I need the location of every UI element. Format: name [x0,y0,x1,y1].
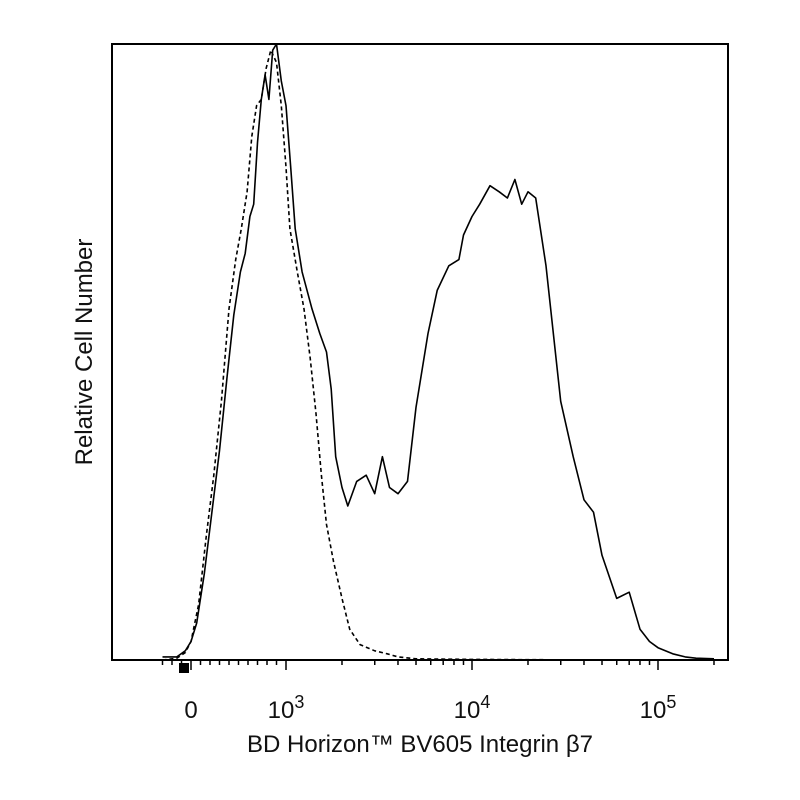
histogram-series [162,43,715,661]
y-axis-title: Relative Cell Number [71,239,98,466]
x-tick-label: 0 [184,697,197,724]
x-tick-labels: 0 103 104 105 [184,692,676,724]
x-axis-title: BD Horizon™ BV605 Integrin β7 [247,731,593,758]
x-zero-marker [179,663,189,673]
x-tick-label: 104 [454,692,491,724]
series-line-stained [162,43,715,660]
plot-frame [111,43,729,661]
series-line-control [162,49,714,661]
x-tick-label: 105 [640,692,677,724]
x-axis-ticks [161,660,715,673]
x-tick-label: 103 [268,692,305,724]
